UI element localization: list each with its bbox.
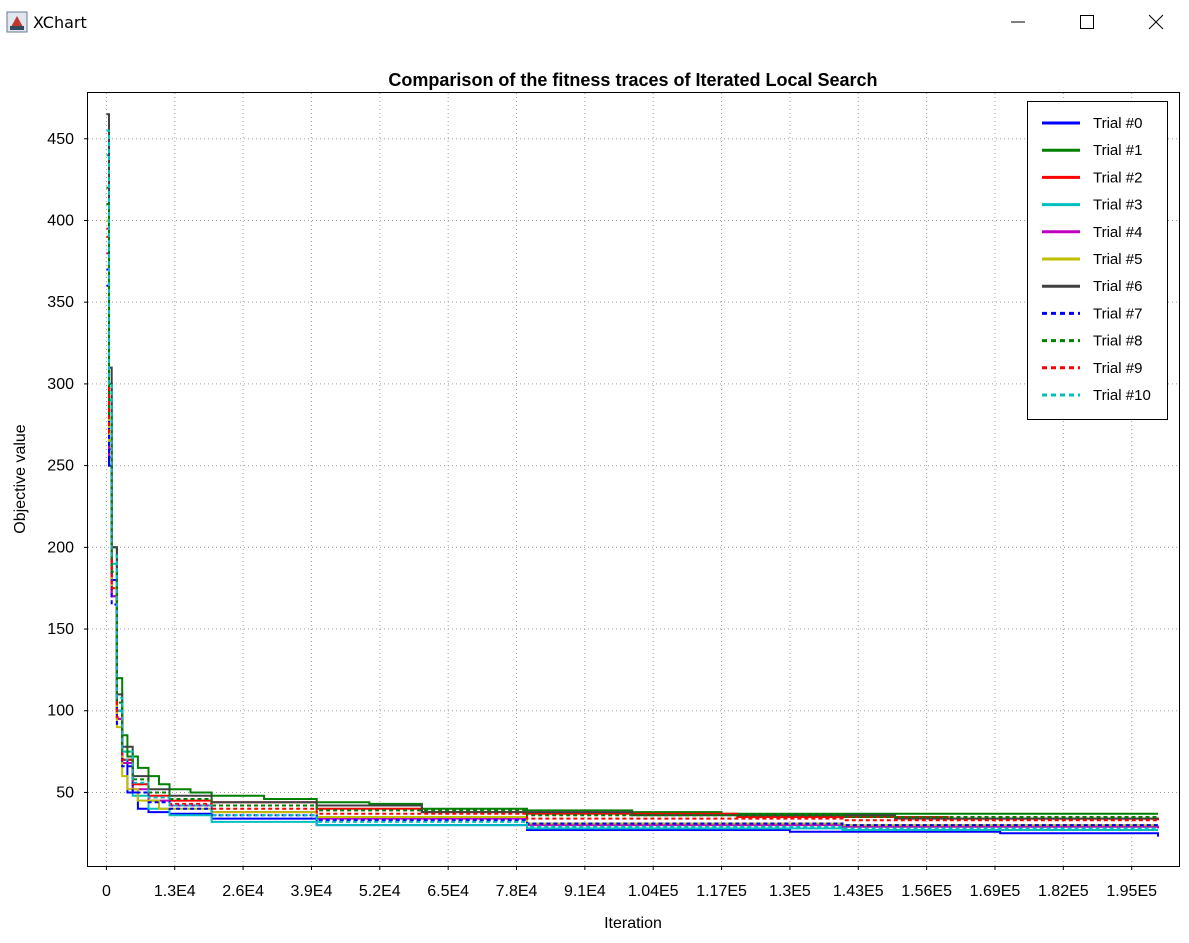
series-line-trial-5 xyxy=(106,219,1158,827)
x-tick-label: 1.04E5 xyxy=(628,883,679,900)
legend: Trial #0 Trial #1 Trial #2 Trial #3 Trial #4… xyxy=(1027,101,1168,420)
y-tick-label: 450 xyxy=(47,131,74,148)
legend-entry-label: Trial #3 xyxy=(1093,197,1142,214)
series-line-trial-3 xyxy=(106,154,1158,831)
legend-entry-label: Trial #7 xyxy=(1093,305,1142,322)
x-tick-label: 1.3E4 xyxy=(154,883,196,900)
x-tick-label: 3.9E4 xyxy=(291,883,333,900)
x-tick-label: 6.5E4 xyxy=(427,883,469,900)
y-tick-label: 300 xyxy=(47,376,74,393)
x-tick-label: 2.6E4 xyxy=(222,883,264,900)
x-tick-label: 1.56E5 xyxy=(901,883,952,900)
x-tick-label: 5.2E4 xyxy=(359,883,401,900)
y-tick-label: 400 xyxy=(47,212,74,229)
y-axis-ticks: 50 100 150 200 250 300 350 400 450 xyxy=(47,131,88,801)
legend-entry-label: Trial #1 xyxy=(1093,142,1142,159)
window-titlebar: XChart xyxy=(0,0,1189,44)
maximize-button[interactable] xyxy=(1052,0,1122,44)
series-line-trial-9 xyxy=(106,227,1159,822)
series-group xyxy=(106,113,1159,837)
close-icon xyxy=(1148,14,1164,30)
series-line-trial-10 xyxy=(106,129,1158,830)
x-tick-label: 1.69E5 xyxy=(970,883,1021,900)
series-line-trial-7 xyxy=(106,268,1159,827)
x-axis-ticks: 0 1.3E4 2.6E4 3.9E4 5.2E4 6.5E4 7.8E4 9.1E4 1.04… xyxy=(102,866,1157,900)
chart-title: Comparison of the fitness traces of Iter… xyxy=(388,70,877,90)
x-tick-label: 1.82E5 xyxy=(1038,883,1089,900)
close-button[interactable] xyxy=(1121,0,1189,44)
y-tick-label: 350 xyxy=(47,294,74,311)
x-tick-label: 1.95E5 xyxy=(1106,883,1157,900)
series-line-trial-1 xyxy=(106,186,1158,815)
x-tick-label: 0 xyxy=(102,883,111,900)
y-tick-label: 50 xyxy=(56,784,74,801)
y-tick-label: 250 xyxy=(47,458,74,475)
legend-entry-label: Trial #5 xyxy=(1093,251,1142,268)
java-app-icon xyxy=(6,11,28,33)
y-tick-label: 200 xyxy=(47,539,74,556)
y-tick-label: 100 xyxy=(47,703,74,720)
series-line-trial-2 xyxy=(106,235,1159,821)
x-axis-label: Iteration xyxy=(604,915,662,932)
legend-entry-label: Trial #9 xyxy=(1093,360,1142,377)
plot-area xyxy=(87,92,1180,867)
series-line-trial-4 xyxy=(106,252,1159,829)
chart: Comparison of the fitness traces of Iter… xyxy=(12,70,1180,932)
y-tick-label: 150 xyxy=(47,621,74,638)
window-title: XChart xyxy=(33,13,87,32)
series-line-trial-0 xyxy=(106,284,1159,837)
series-line-trial-8 xyxy=(106,203,1158,818)
x-tick-label: 9.1E4 xyxy=(564,883,606,900)
legend-entry-label: Trial #0 xyxy=(1093,115,1142,132)
minimize-icon xyxy=(1010,14,1026,30)
x-tick-label: 1.3E5 xyxy=(769,883,811,900)
legend-entry-label: Trial #4 xyxy=(1093,224,1142,241)
minimize-button[interactable] xyxy=(983,0,1053,44)
maximize-icon xyxy=(1079,14,1095,30)
x-tick-label: 1.43E5 xyxy=(833,883,884,900)
grid-lines xyxy=(88,93,1179,866)
legend-entry-label: Trial #8 xyxy=(1093,333,1142,350)
legend-entry-label: Trial #10 xyxy=(1093,387,1151,404)
x-tick-label: 1.17E5 xyxy=(696,883,747,900)
legend-entry-label: Trial #2 xyxy=(1093,169,1142,186)
series-line-trial-6 xyxy=(106,113,1158,820)
y-axis-label: Objective value xyxy=(12,424,29,533)
legend-entry-label: Trial #6 xyxy=(1093,278,1142,295)
x-tick-label: 7.8E4 xyxy=(496,883,538,900)
